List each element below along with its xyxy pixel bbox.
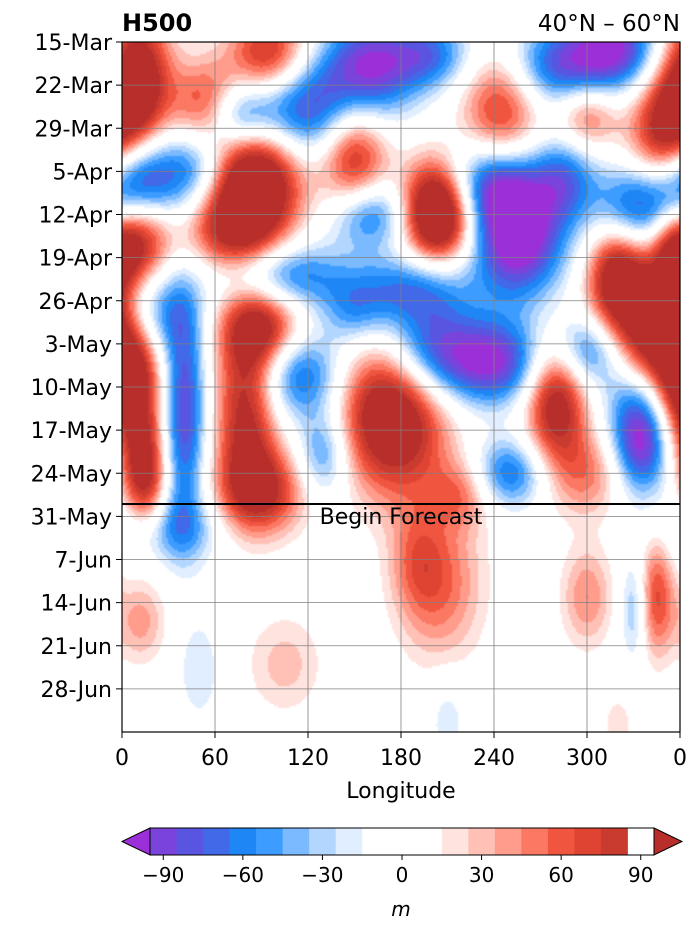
x-tick-label: 0 [115, 746, 129, 771]
x-tick-label: 60 [201, 746, 229, 771]
colorbar-swatch [282, 828, 310, 855]
colorbar-tick-label: −30 [301, 863, 343, 887]
colorbar-swatch [547, 828, 575, 855]
colorbar-tick-label: −90 [142, 863, 184, 887]
colorbar-tick-label: 60 [548, 863, 573, 887]
colorbar-swatch [335, 828, 363, 855]
chart-title: H500 [122, 9, 192, 37]
colorbar-swatch [176, 828, 204, 855]
colorbar-over-triangle [653, 827, 684, 856]
y-tick-label: 7-Jun [54, 549, 112, 574]
x-tick-label: 300 [566, 746, 608, 771]
y-tick-label: 24-May [31, 462, 112, 487]
colorbar-swatch [494, 828, 522, 855]
y-tick-label: 22-Mar [35, 74, 113, 99]
x-tick-label: 0 [673, 746, 687, 771]
x-tick-label: 180 [380, 746, 422, 771]
y-tick-label: 5-Apr [52, 160, 112, 185]
colorbar-tick-label: 90 [628, 863, 653, 887]
x-axis-label: Longitude [346, 779, 455, 804]
colorbar-tick-label: −60 [222, 863, 264, 887]
colorbar-swatch [521, 828, 549, 855]
y-tick-label: 15-Mar [35, 31, 113, 56]
colorbar-label: m [391, 897, 410, 921]
colorbar-swatch [600, 828, 628, 855]
y-tick-label: 21-Jun [40, 635, 112, 660]
colorbar-swatch [203, 828, 230, 855]
x-axis: 0 60 120 180 240 300 0 [115, 732, 687, 771]
x-tick-label: 240 [473, 746, 515, 771]
colorbar-swatch [362, 828, 443, 855]
colorbar-under-triangle [120, 827, 151, 856]
colorbar-swatch [574, 828, 602, 855]
grid-lines [121, 41, 681, 732]
y-tick-label: 14-Jun [40, 592, 112, 617]
forecast-annotation: Begin Forecast [320, 505, 483, 530]
colorbar-tick-label: 0 [396, 863, 409, 887]
colorbar-tick-label: 30 [469, 863, 494, 887]
y-tick-label: 29-Mar [35, 117, 113, 142]
y-axis: 15-Mar 22-Mar 29-Mar 5-Apr 12-Apr 19-Apr 26-Ap… [31, 31, 122, 703]
colorbar-swatch [150, 828, 177, 855]
y-tick-label: 3-May [45, 333, 112, 358]
colorbar: −90 −60 −30 0 30 60 90 [120, 827, 684, 887]
colorbar-swatch [229, 828, 257, 855]
x-tick-label: 120 [287, 746, 329, 771]
colorbar-swatch [309, 828, 337, 855]
y-tick-label: 10-May [31, 376, 112, 401]
colorbar-swatch [468, 828, 496, 855]
chart-subtitle: 40°N – 60°N [538, 11, 680, 37]
y-tick-label: 28-Jun [40, 678, 112, 703]
y-tick-label: 12-Apr [38, 204, 112, 229]
y-tick-label: 31-May [31, 505, 112, 530]
y-tick-label: 17-May [31, 419, 112, 444]
colorbar-swatch [256, 828, 284, 855]
y-tick-label: 26-Apr [38, 290, 112, 315]
colorbar-swatch [441, 828, 469, 855]
y-tick-label: 19-Apr [38, 247, 112, 272]
